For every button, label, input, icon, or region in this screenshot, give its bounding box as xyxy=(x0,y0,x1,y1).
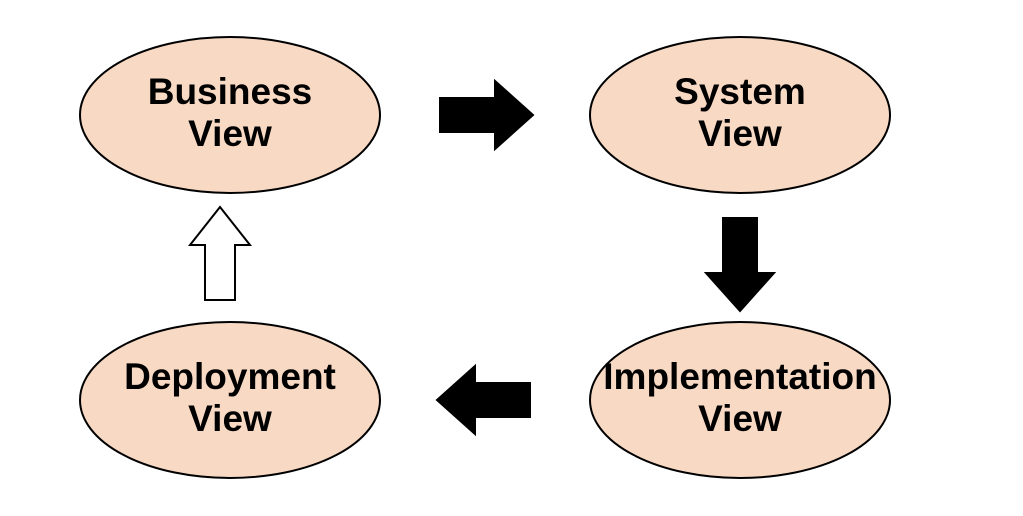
node-business-label-line2: View xyxy=(188,113,272,154)
node-implementation-label-line1: Implementation xyxy=(603,356,876,397)
node-system-label-line2: View xyxy=(698,113,782,154)
node-business: BusinessView xyxy=(80,37,380,193)
node-deployment-label-line1: Deployment xyxy=(124,356,336,397)
node-deployment-label-line2: View xyxy=(188,398,272,439)
node-business-label-line1: Business xyxy=(148,71,313,112)
node-implementation-label-line2: View xyxy=(698,398,782,439)
node-system-label-line1: System xyxy=(674,71,806,112)
node-system: SystemView xyxy=(590,37,890,193)
flowchart-canvas: BusinessViewSystemViewImplementationView… xyxy=(0,0,1023,516)
node-deployment: DeploymentView xyxy=(80,322,380,478)
node-implementation: ImplementationView xyxy=(590,322,890,478)
